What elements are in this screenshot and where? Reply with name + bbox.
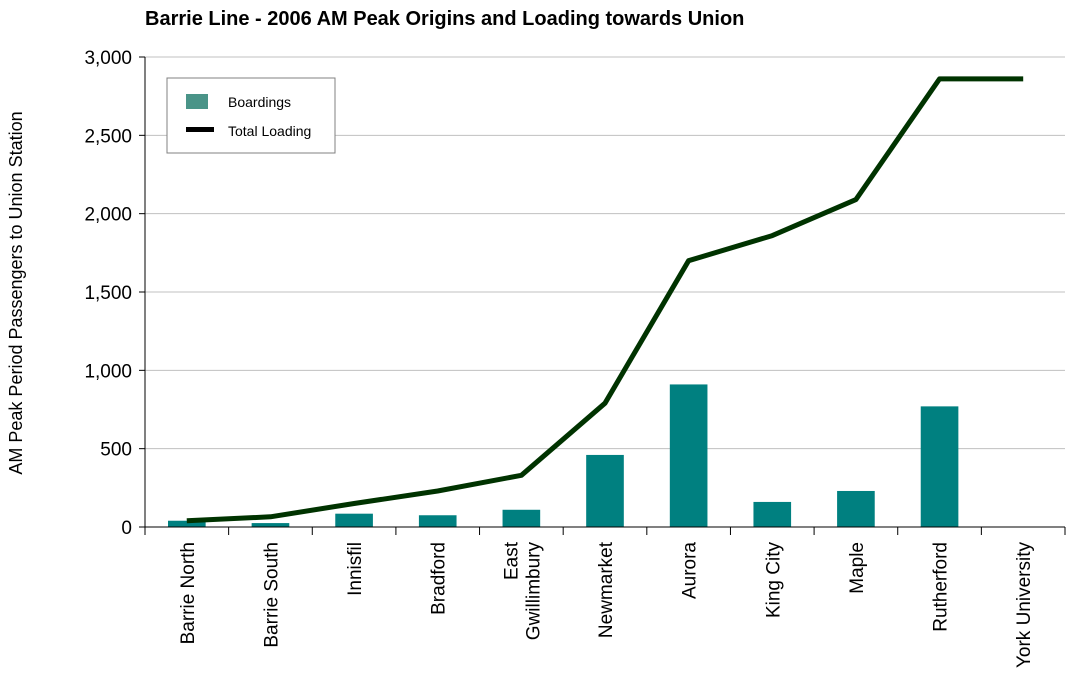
bar-boardings — [920, 406, 959, 527]
legend-box — [166, 77, 336, 154]
bar-boardings — [753, 501, 792, 527]
bar-boardings — [502, 509, 541, 527]
x-tick-label: Barrie South — [261, 542, 282, 648]
bar-boardings — [418, 515, 457, 527]
legend: Boardings Total Loading — [166, 77, 336, 154]
bar-boardings — [168, 520, 206, 527]
legend-label-boardings: Boardings — [228, 94, 291, 110]
axes — [139, 56, 1066, 535]
y-tick-label: 0 — [121, 518, 132, 539]
x-tick-label: Barrie North — [178, 542, 199, 644]
bars-boardings — [168, 384, 959, 527]
legend-swatch-total-loading — [186, 127, 214, 132]
bar-boardings — [669, 384, 708, 527]
bar-boardings — [586, 454, 624, 527]
y-tick-label: 3,000 — [84, 48, 132, 69]
y-tick-label: 1,000 — [84, 361, 132, 382]
y-tick-label: 1,500 — [84, 283, 132, 304]
x-tick-labels: Barrie North Barrie South Innisfil Bradford… — [178, 541, 1035, 668]
legend-label-total-loading: Total Loading — [228, 123, 311, 139]
y-tick-label: 2,000 — [84, 205, 132, 226]
x-tick-label: York University — [1014, 542, 1035, 669]
line-total-loading — [186, 76, 1024, 524]
x-tick-label: Innisfil — [345, 542, 366, 596]
y-axis-title: AM Peak Period Passengers to Union Stati… — [6, 111, 26, 474]
chart-title: Barrie Line - 2006 AM Peak Origins and L… — [145, 8, 745, 30]
bar-boardings — [251, 523, 290, 527]
x-tick-label: Aurora — [680, 542, 701, 599]
x-tick-label: Rutherford — [931, 542, 952, 632]
x-tick-label: EastGwillimbury — [501, 541, 544, 640]
x-tick-label: Newmarket — [596, 541, 617, 638]
bar-boardings — [837, 490, 875, 527]
y-tick-labels: 0 500 1,000 1,500 2,000 2,500 3,000 — [84, 48, 132, 539]
y-tick-label: 500 — [100, 440, 132, 461]
x-tick-label: Bradford — [429, 542, 450, 615]
gridlines — [145, 56, 1065, 450]
x-tick-label: King City — [763, 542, 784, 619]
legend-swatch-boardings — [186, 94, 208, 109]
y-tick-label: 2,500 — [84, 126, 132, 147]
line-total-loading-layer — [186, 76, 1024, 524]
bar-boardings — [335, 513, 373, 527]
x-tick-label: Maple — [847, 542, 868, 594]
